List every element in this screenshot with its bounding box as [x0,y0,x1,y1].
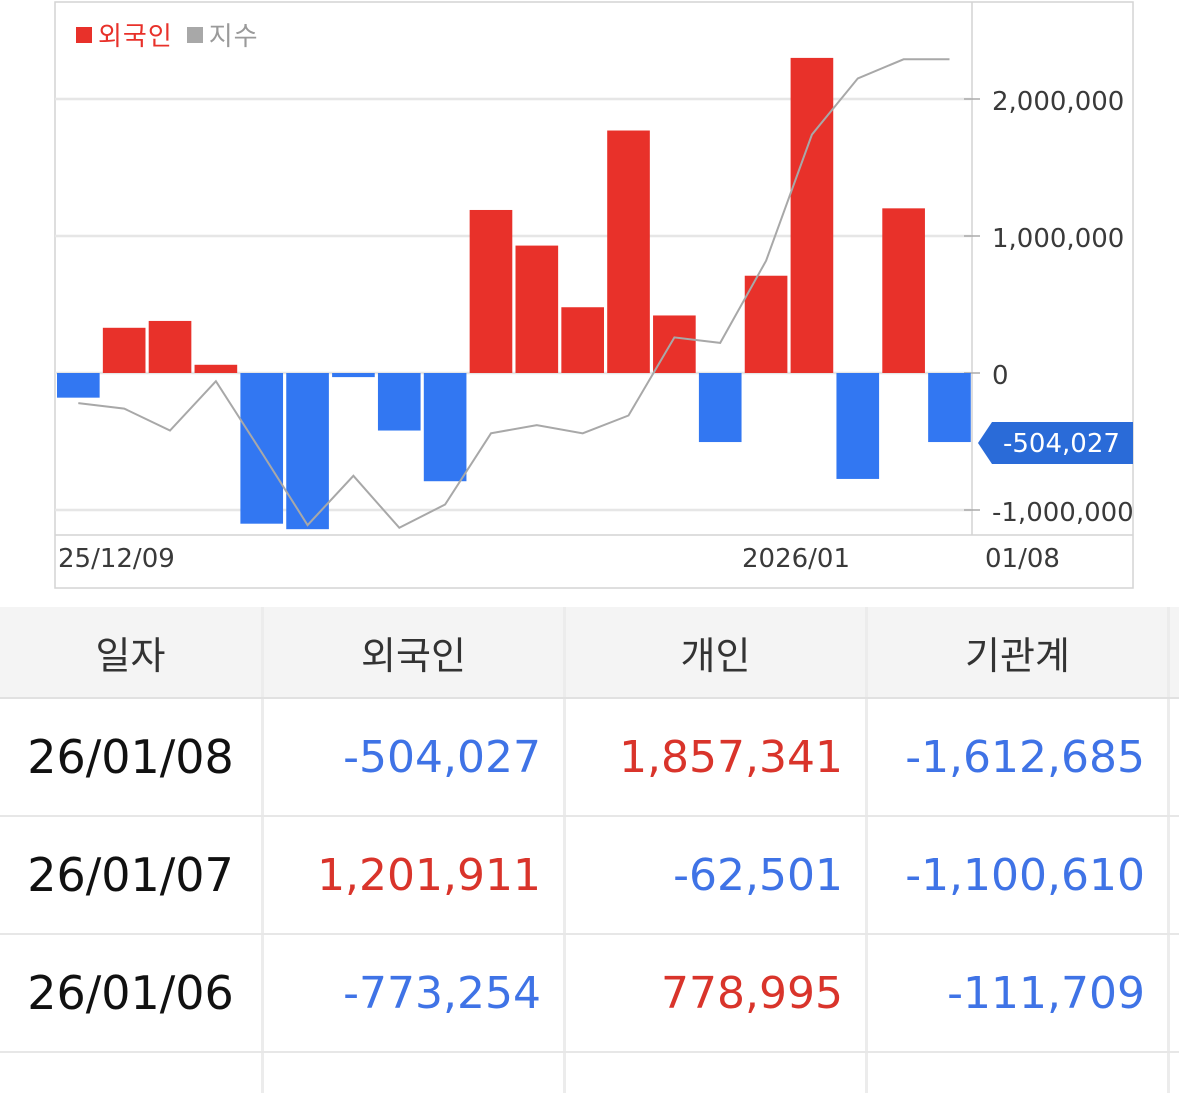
bar [882,208,925,373]
chart-legend: 외국인 지수 [76,16,273,53]
bar [240,373,284,524]
y-tick-label: 0 [992,361,1009,391]
x-tick-label: 25/12/09 [58,544,175,574]
table-row[interactable]: 26/01/07 1,201,911 -62,501 -1,100,610 [0,817,1179,935]
header-foreign[interactable]: 외국인 [264,607,566,697]
bar [928,373,971,443]
table-row[interactable]: 26/01/08 -504,027 1,857,341 -1,612,685 [0,699,1179,817]
bar [194,364,238,373]
bar [57,373,100,398]
bar [102,327,146,373]
value-pointer [978,422,1133,464]
row-individual-value: -62,501 [673,849,843,901]
legend-swatch-index [186,26,203,43]
bar [561,307,604,373]
x-tick-label: 01/08 [985,544,1060,574]
bar [148,320,192,373]
legend-item-index[interactable]: 지수 [186,16,259,53]
row-institution-value: -1,612,685 [905,731,1145,783]
table-row-partial [0,1053,1179,1093]
y-tick-label: -1,000,000 [992,498,1134,528]
y-tick-label: 1,000,000 [992,224,1124,254]
row-overflow [1170,699,1179,815]
bar [515,245,559,373]
investor-table: 일자 외국인 개인 기관계 26/01/08 -504,027 1,857,34… [0,607,1179,1093]
row-date: 26/01/08 [27,730,234,784]
bar [790,57,834,374]
row-individual-value: 1,857,341 [619,731,843,783]
bar [332,373,375,378]
header-date[interactable]: 일자 [0,607,264,697]
table-row[interactable]: 26/01/06 -773,254 778,995 -111,709 [0,935,1179,1053]
bar [698,373,742,443]
header-individual[interactable]: 개인 [566,607,868,697]
table-header-row: 일자 외국인 개인 기관계 [0,607,1179,699]
legend-label-foreign: 외국인 [98,22,173,52]
bar [286,373,329,530]
bar [836,373,880,479]
legend-label-index: 지수 [208,22,259,52]
y-tick-label: 2,000,000 [992,87,1124,117]
chart-canvas: 2,000,000 1,000,000 0 -1,000,000 -504,027 25/… [54,1,1134,589]
bar [469,209,513,373]
index-line [78,58,950,530]
row-institution-value: -111,709 [947,967,1145,1019]
row-date: 26/01/06 [27,966,234,1020]
bar [377,373,421,431]
investor-chart: 2,000,000 1,000,000 0 -1,000,000 -504,027 25/… [54,1,1134,589]
row-institution-value: -1,100,610 [905,849,1145,901]
row-individual-value: 778,995 [661,967,843,1019]
row-date: 26/01/07 [27,848,234,902]
x-tick-label: 2026/01 [742,544,850,574]
bar [607,130,650,373]
row-overflow [1170,817,1179,933]
bar [423,373,467,482]
row-foreign-value: -773,254 [343,967,541,1019]
header-institution[interactable]: 기관계 [868,607,1170,697]
row-foreign-value: 1,201,911 [317,849,541,901]
legend-swatch-foreign [76,26,92,43]
row-overflow [1170,935,1179,1051]
header-overflow [1170,607,1179,697]
legend-item-foreign[interactable]: 외국인 [76,16,173,53]
bar [744,275,788,373]
value-pointer-label: -504,027 [1003,429,1120,459]
row-foreign-value: -504,027 [343,731,541,783]
